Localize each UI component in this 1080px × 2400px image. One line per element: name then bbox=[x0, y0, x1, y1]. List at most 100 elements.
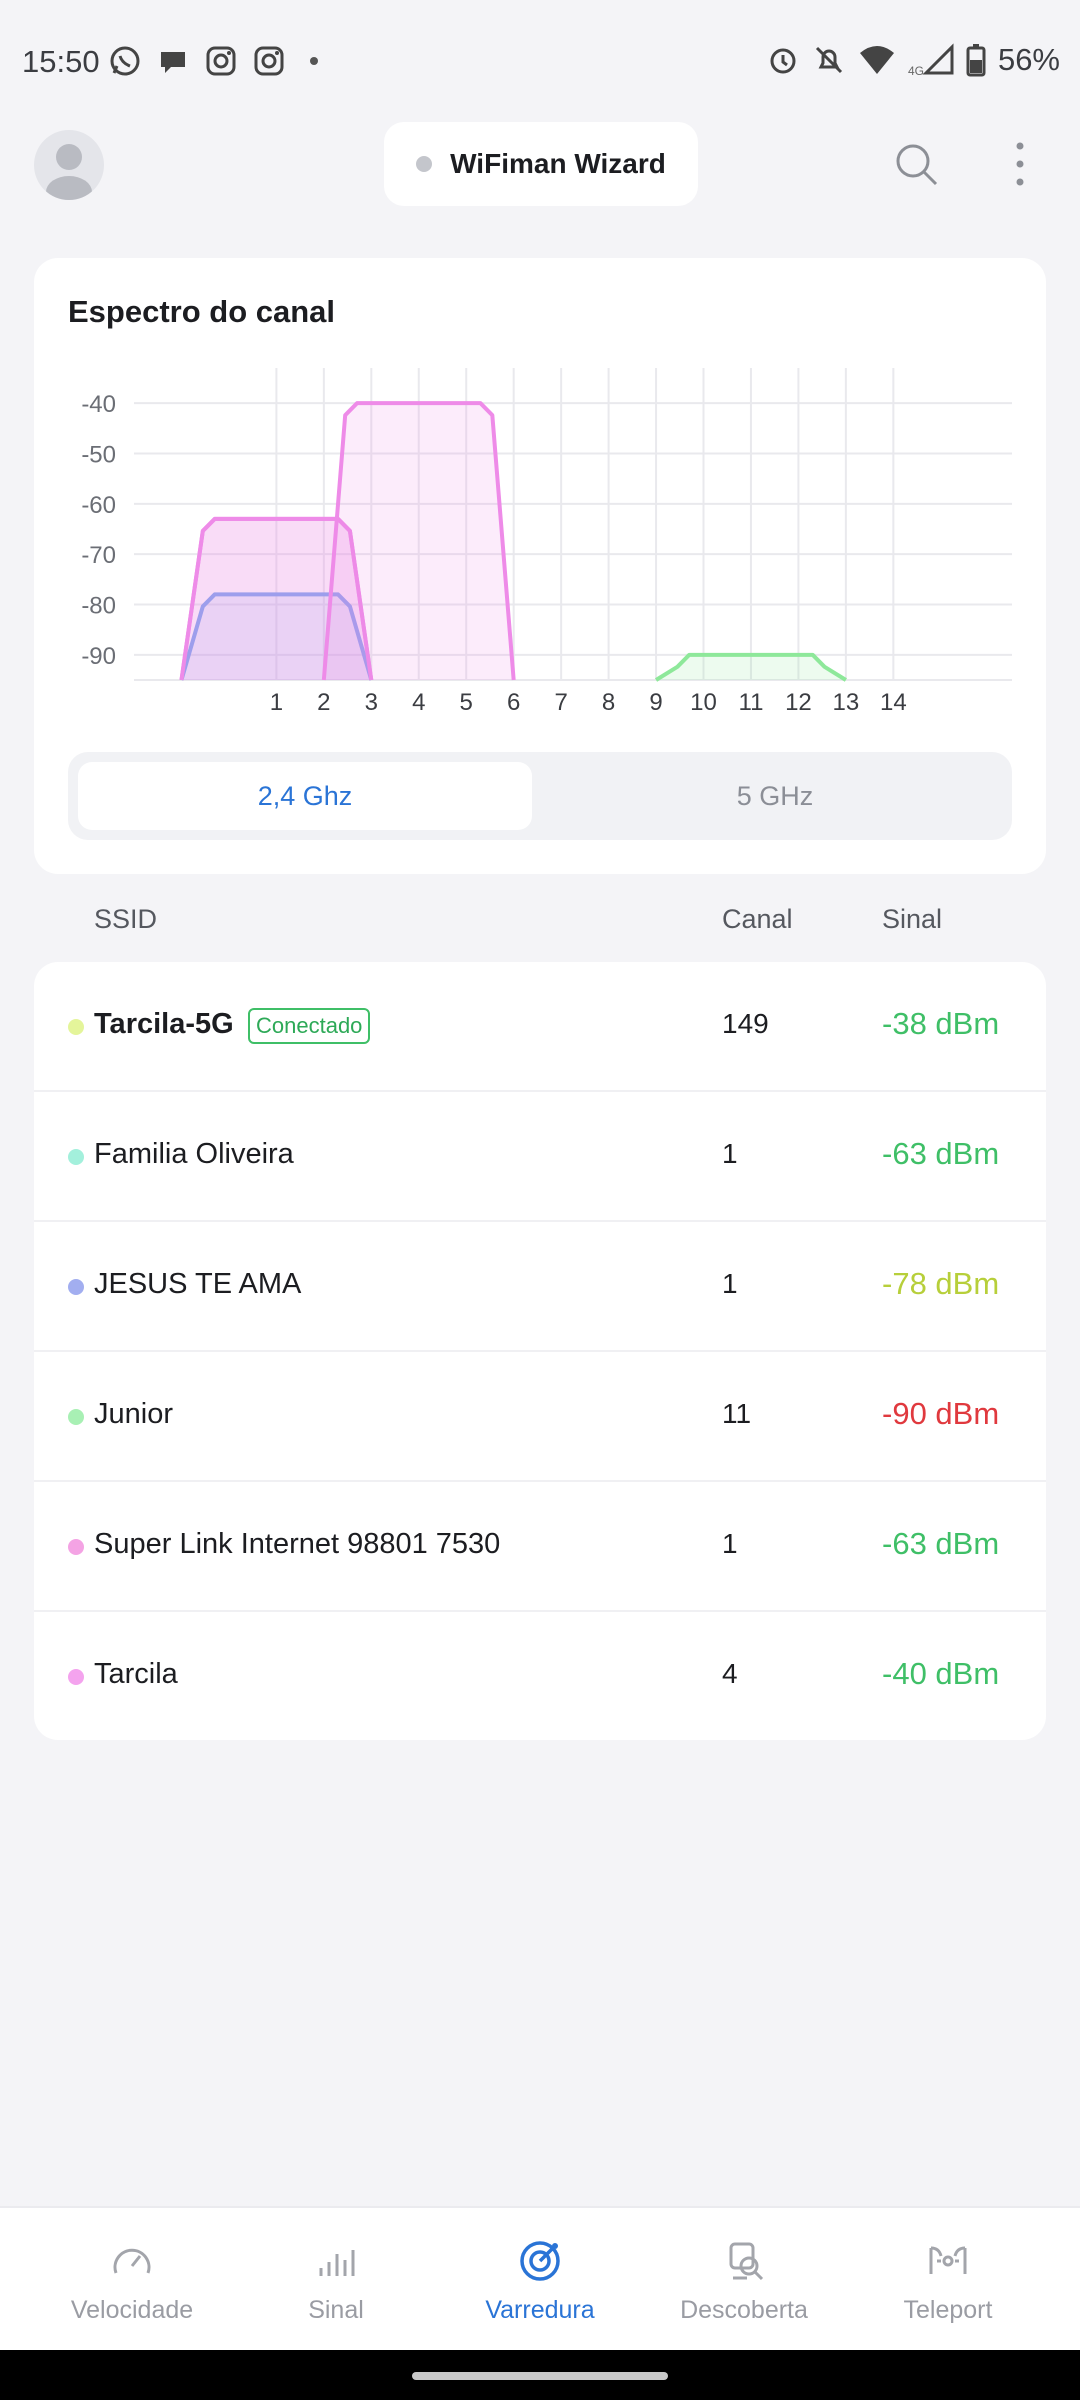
chat-bubble-icon bbox=[161, 52, 185, 73]
signal-bars-icon bbox=[319, 2250, 355, 2276]
canal-column-header[interactable]: Canal bbox=[722, 904, 793, 934]
battery-percent: 56% bbox=[997, 42, 1060, 77]
network-signal: -40 dBm bbox=[882, 1656, 1000, 1691]
nav-label: Sinal bbox=[308, 2296, 364, 2324]
network-row[interactable]: Familia Oliveira 1 -63 dBm bbox=[34, 1092, 1046, 1222]
nav-label: Teleport bbox=[903, 2296, 993, 2324]
network-color-dot bbox=[68, 1149, 84, 1165]
x-tick-label: 7 bbox=[554, 689, 567, 716]
nav-item-descoberta[interactable]: Descoberta bbox=[654, 2236, 834, 2325]
nav-label: Velocidade bbox=[70, 2296, 194, 2324]
channel-area-fill bbox=[656, 654, 846, 680]
network-signal: -78 dBm bbox=[882, 1266, 1000, 1301]
teleport-icon bbox=[929, 2246, 967, 2274]
network-row[interactable]: Junior 11 -90 dBm bbox=[34, 1352, 1046, 1482]
network-ssid: Tarcila-5G bbox=[94, 1008, 234, 1040]
channel-area-fill bbox=[323, 403, 514, 680]
wizard-label: WiFiman Wizard bbox=[450, 148, 666, 179]
gesture-navigation-bar bbox=[0, 2350, 1080, 2400]
network-ssid: JESUS TE AMA bbox=[94, 1268, 302, 1300]
x-tick-label: 1 bbox=[270, 689, 283, 716]
search-icon[interactable] bbox=[892, 140, 940, 188]
bottom-navigation: Velocidade Sinal Varredura Descoberta Telepo… bbox=[0, 2206, 1080, 2350]
x-tick-label: 5 bbox=[460, 689, 473, 716]
wizard-status-dot bbox=[416, 156, 433, 172]
channel-area-outline bbox=[655, 652, 847, 682]
channel-area-outline bbox=[321, 401, 516, 681]
user-avatar-icon[interactable] bbox=[34, 130, 104, 200]
home-gesture-handle[interactable] bbox=[412, 2372, 668, 2380]
network-channel: 1 bbox=[722, 1138, 738, 1169]
nav-item-velocidade[interactable]: Velocidade bbox=[42, 2236, 222, 2325]
speedometer-icon bbox=[113, 2248, 151, 2274]
nav-item-sinal[interactable]: Sinal bbox=[246, 2236, 426, 2325]
device-discovery-icon bbox=[729, 2242, 764, 2281]
network-list: Tarcila-5G Conectado 149 -38 dBm Familia Oli… bbox=[34, 962, 1046, 1740]
nav-label: Varredura bbox=[485, 2296, 595, 2324]
x-tick-label: 14 bbox=[880, 689, 907, 716]
connected-badge: Conectado bbox=[248, 1008, 371, 1044]
x-tick-label: 9 bbox=[649, 689, 662, 716]
x-tick-label: 3 bbox=[365, 689, 378, 716]
x-tick-label: 11 bbox=[739, 689, 764, 716]
network-signal: -63 dBm bbox=[882, 1526, 1000, 1561]
notification-icons bbox=[108, 44, 318, 78]
y-tick-label: -50 bbox=[81, 442, 116, 469]
4g-signal-icon: 4G bbox=[908, 43, 954, 77]
network-signal: -63 dBm bbox=[882, 1136, 1000, 1171]
status-bar: 15:50 4G 56% bbox=[0, 0, 1080, 120]
band-24ghz-tab[interactable]: 2,4 Ghz bbox=[78, 762, 532, 830]
x-tick-label: 4 bbox=[412, 689, 425, 716]
x-tick-label: 12 bbox=[785, 689, 812, 716]
spectrum-title: Espectro do canal bbox=[68, 294, 336, 329]
network-row[interactable]: Super Link Internet 98801 7530 1 -63 dBm bbox=[34, 1482, 1046, 1612]
band-5ghz-tab[interactable]: 5 GHz bbox=[736, 780, 814, 811]
x-tick-label: 2 bbox=[317, 689, 330, 716]
network-ssid: Familia Oliveira bbox=[94, 1138, 294, 1170]
sinal-column-header[interactable]: Sinal bbox=[882, 904, 943, 934]
network-row[interactable]: Tarcila 4 -40 dBm bbox=[34, 1612, 1046, 1740]
alarm-icon bbox=[770, 48, 796, 74]
more-notifications-dot bbox=[310, 57, 318, 65]
network-signal: -90 dBm bbox=[882, 1396, 1000, 1431]
instagram-icon bbox=[206, 46, 236, 76]
y-tick-label: -60 bbox=[81, 492, 116, 519]
spectrum-chart-svg: -40-50-60-70-80-901 2 3 4 5 6 7 8 9 10 11 12 13 14 bbox=[81, 368, 1012, 716]
network-row[interactable]: JESUS TE AMA 1 -78 dBm bbox=[34, 1222, 1046, 1352]
network-color-dot bbox=[68, 1019, 84, 1035]
network-row[interactable]: Tarcila-5G Conectado 149 -38 dBm bbox=[34, 962, 1046, 1092]
x-tick-label: 13 bbox=[833, 689, 860, 716]
radar-scan-icon bbox=[520, 2241, 560, 2281]
network-color-dot bbox=[68, 1539, 84, 1555]
nav-item-teleport[interactable]: Teleport bbox=[858, 2236, 1038, 2325]
channel-area-outline bbox=[179, 516, 374, 681]
system-icons: 4G 56% bbox=[766, 42, 1060, 78]
y-tick-label: -80 bbox=[81, 593, 116, 620]
network-signal: -38 dBm bbox=[882, 1006, 1000, 1041]
channel-area-outline bbox=[179, 592, 374, 681]
network-color-dot bbox=[68, 1409, 84, 1425]
y-tick-label: -70 bbox=[81, 542, 116, 569]
channel-area-fill bbox=[181, 518, 372, 680]
network-color-dot bbox=[68, 1669, 84, 1685]
wifiman-wizard-button[interactable]: WiFiman Wizard bbox=[384, 122, 698, 206]
nav-label: Descoberta bbox=[680, 2296, 808, 2324]
battery-icon bbox=[966, 44, 986, 77]
network-type-label: 4G bbox=[908, 64, 924, 77]
x-tick-label: 6 bbox=[507, 689, 520, 716]
network-channel: 149 bbox=[722, 1008, 769, 1039]
network-ssid: Junior bbox=[94, 1398, 173, 1430]
nav-item-varredura[interactable]: Varredura bbox=[450, 2236, 630, 2325]
network-channel: 4 bbox=[722, 1658, 738, 1689]
channel-spectrum-card: Espectro do canal -40 -50 -60 -70 -80 -90 1 2 3 4… bbox=[34, 258, 1046, 874]
status-time: 15:50 bbox=[22, 44, 100, 79]
y-tick-label: -40 bbox=[81, 391, 116, 418]
ssid-column-header[interactable]: SSID bbox=[94, 904, 158, 934]
bell-off-icon bbox=[815, 46, 843, 74]
x-tick-label: 8 bbox=[602, 689, 615, 716]
network-channel: 11 bbox=[722, 1398, 752, 1429]
y-tick-label: -90 bbox=[81, 643, 116, 670]
instagram-icon bbox=[254, 46, 284, 76]
wifi-icon bbox=[859, 46, 894, 74]
more-vertical-icon[interactable] bbox=[1004, 140, 1036, 188]
